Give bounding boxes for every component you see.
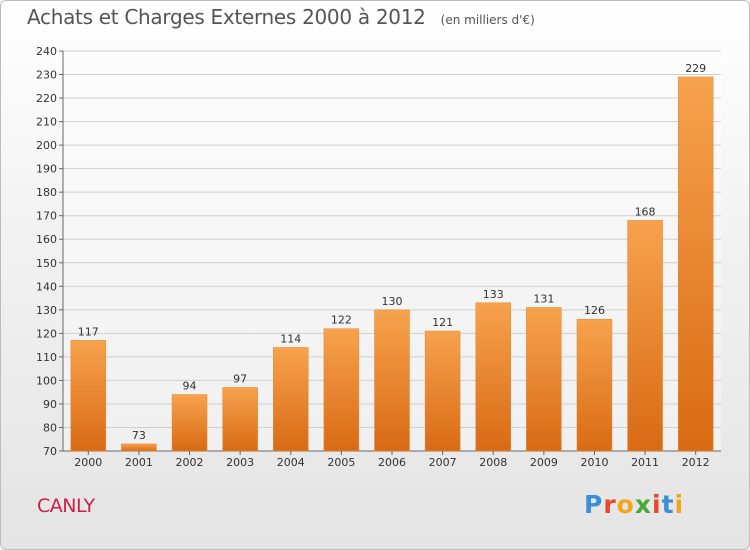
bar: [70, 340, 107, 452]
bar: [273, 347, 309, 452]
y-tick-label: 150: [36, 257, 57, 270]
x-tick-label: 2011: [631, 456, 659, 469]
bar: [323, 328, 360, 452]
bar-value-label: 130: [382, 295, 403, 308]
bar: [171, 394, 208, 452]
y-tick-label: 180: [36, 186, 57, 199]
bar: [526, 307, 562, 452]
bar: [121, 443, 157, 452]
bar-value-label: 122: [331, 314, 352, 327]
bar: [576, 318, 613, 452]
bar: [424, 330, 461, 452]
x-tick-label: 2000: [74, 456, 102, 469]
brand-letter: o: [616, 490, 635, 519]
y-tick-label: 220: [36, 92, 57, 105]
bar-value-label: 229: [685, 62, 706, 75]
brand-letter: r: [603, 490, 617, 519]
bar: [627, 220, 663, 452]
bar-value-label: 117: [78, 325, 99, 338]
y-tick-label: 230: [36, 69, 57, 82]
brand-logo: Proxiti: [584, 490, 684, 519]
bar-value-label: 97: [233, 372, 247, 385]
bar: [677, 76, 714, 452]
y-tick-label: 90: [43, 398, 57, 411]
y-tick-label: 70: [43, 445, 57, 458]
chart-subtitle: (en milliers d'€): [440, 13, 535, 27]
bar: [374, 309, 410, 452]
y-tick-label: 130: [36, 304, 57, 317]
bar-value-label: 73: [132, 429, 146, 442]
commune-name: CANLY: [37, 495, 95, 517]
bar-value-label: 121: [432, 316, 453, 329]
x-tick-label: 2006: [378, 456, 406, 469]
brand-letter: i: [674, 490, 685, 519]
x-tick-label: 2002: [176, 456, 204, 469]
y-tick-label: 210: [36, 116, 57, 129]
bar-value-label: 131: [533, 292, 554, 305]
brand-letter: P: [584, 490, 604, 519]
bar-value-label: 168: [635, 205, 656, 218]
x-tick-label: 2005: [327, 456, 355, 469]
y-tick-label: 100: [36, 374, 57, 387]
bar-value-label: 94: [183, 380, 197, 393]
y-tick-label: 240: [36, 45, 57, 58]
bar: [475, 302, 511, 452]
y-tick-label: 160: [36, 233, 57, 246]
title-row: Achats et Charges Externes 2000 à 2012 (…: [27, 5, 535, 29]
brand-letter: x: [634, 490, 652, 519]
brand-letter: t: [661, 490, 675, 519]
bar-value-label: 133: [483, 288, 504, 301]
y-tick-label: 110: [36, 351, 57, 364]
y-tick-label: 200: [36, 139, 57, 152]
x-tick-label: 2012: [682, 456, 710, 469]
x-tick-label: 2009: [530, 456, 558, 469]
x-tick-label: 2008: [479, 456, 507, 469]
bar-value-label: 126: [584, 304, 605, 317]
bar-value-label: 114: [280, 332, 301, 345]
brand-letter: i: [652, 490, 662, 519]
x-tick-label: 2003: [226, 456, 254, 469]
y-tick-label: 120: [36, 327, 57, 340]
x-tick-label: 2001: [125, 456, 153, 469]
x-tick-label: 2004: [277, 456, 305, 469]
x-tick-label: 2007: [429, 456, 457, 469]
y-tick-label: 190: [36, 163, 57, 176]
chart-title: Achats et Charges Externes 2000 à 2012: [27, 5, 426, 29]
y-tick-label: 80: [43, 421, 57, 434]
y-tick-label: 140: [36, 280, 57, 293]
x-tick-label: 2010: [580, 456, 608, 469]
y-tick-label: 170: [36, 210, 57, 223]
bar: [222, 387, 258, 452]
